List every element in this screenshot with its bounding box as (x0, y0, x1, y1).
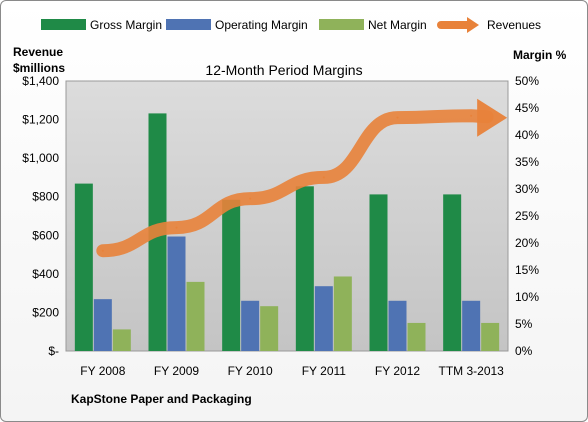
bar-net-margin (186, 281, 205, 351)
bar-gross-margin (74, 183, 93, 351)
y-right-tick-label: 25% (515, 209, 539, 223)
bar-net-margin (481, 322, 500, 351)
bar-operating-margin (241, 300, 260, 351)
bar-operating-margin (93, 299, 112, 351)
y-right-tick-label: 0% (515, 344, 533, 358)
revenue-point (322, 176, 325, 179)
y-left-tick-label: $800 (32, 190, 59, 204)
y-left-tick-label: $1,400 (22, 74, 59, 88)
y-right-tick-label: 50% (515, 74, 539, 88)
legend-label-gross-margin: Gross Margin (90, 18, 162, 32)
y-right-tick-label: 20% (515, 236, 539, 250)
y-left-tick-label: $- (48, 344, 59, 358)
bar-operating-margin (388, 300, 407, 351)
revenue-line (96, 109, 494, 258)
legend-label-net-margin: Net Margin (368, 18, 427, 32)
legend-swatch-net-margin (319, 19, 364, 30)
legend-swatch-operating-margin (166, 19, 211, 30)
bar-operating-margin (462, 300, 481, 351)
y-left-label-line1: Revenue (13, 45, 63, 59)
revenue-point (396, 116, 399, 119)
revenue-point (101, 249, 104, 252)
bar-gross-margin (222, 199, 241, 351)
y-left-label-line2: $millions (13, 61, 65, 75)
bar-net-margin (333, 276, 352, 351)
revenue-point (249, 197, 252, 200)
y-right-tick-label: 35% (515, 155, 539, 169)
revenue-point (175, 226, 178, 229)
bar-gross-margin (295, 186, 314, 351)
bar-operating-margin (314, 286, 333, 351)
y-left-tick-label: $400 (32, 267, 59, 281)
x-tick-label: FY 2008 (80, 364, 125, 378)
legend-arrowhead-revenues (467, 17, 479, 33)
bar-net-margin (407, 322, 426, 351)
plot-area (65, 80, 509, 352)
y-left-tick-label: $1,000 (22, 151, 59, 165)
legend-swatch-gross-margin (41, 19, 86, 30)
x-tick-label: FY 2010 (228, 364, 273, 378)
y-right-label: Margin % (513, 48, 567, 62)
y-right-tick-label: 40% (515, 128, 539, 142)
legend-label-revenues: Revenues (487, 18, 541, 32)
bar-net-margin (260, 306, 279, 351)
x-tick-label: FY 2012 (375, 364, 420, 378)
bar-net-margin (112, 329, 131, 351)
x-tick-label: FY 2011 (302, 364, 347, 378)
company-name: KapStone Paper and Packaging (71, 392, 252, 406)
bar-operating-margin (167, 236, 186, 351)
y-right-tick-label: 30% (515, 182, 539, 196)
chart-title: 12-Month Period Margins (205, 62, 362, 78)
y-right-tick-label: 5% (515, 317, 533, 331)
legend-label-operating-margin: Operating Margin (215, 18, 308, 32)
revenue-arrowhead (477, 98, 508, 137)
y-left-tick-label: $200 (32, 305, 59, 319)
revenue-point (470, 114, 473, 117)
y-right-tick-label: 10% (515, 290, 539, 304)
y-left-tick-label: $1,200 (22, 113, 59, 127)
x-tick-label: TTM 3-2013 (438, 364, 504, 378)
y-left-tick-label: $600 (32, 228, 59, 242)
y-right-tick-label: 45% (515, 101, 539, 115)
bar-gross-margin (369, 194, 388, 351)
bar-gross-margin (443, 194, 462, 351)
y-right-tick-label: 15% (515, 263, 539, 277)
x-tick-label: FY 2009 (154, 364, 199, 378)
